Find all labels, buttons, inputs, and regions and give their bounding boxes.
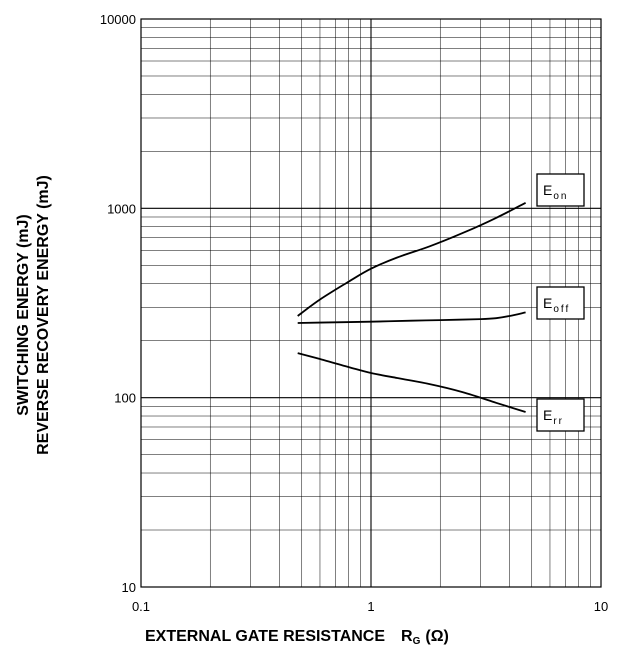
x-axis-subscript: G (413, 636, 421, 647)
y-tick-label: 10000 (100, 12, 136, 27)
series-label-e-rr: Err (536, 398, 585, 432)
series-line-e-on (297, 201, 527, 317)
plot-frame (140, 18, 602, 588)
grid (141, 19, 601, 587)
series-line-e-off (297, 311, 526, 324)
x-tick-label: 1 (367, 599, 374, 614)
label-text: Err (543, 407, 564, 427)
label-sub: rr (553, 416, 564, 427)
label-text: Eoff (543, 295, 570, 315)
y-axis-title-line-1: SWITCHING ENERGY (mJ) (15, 214, 32, 416)
label-box (536, 398, 585, 432)
y-tick-label: 100 (114, 391, 136, 406)
series-lines (297, 201, 527, 413)
y-axis-title-line-2: REVERSE RECOVERY ENERGY (mJ) (35, 175, 52, 455)
y-tick-label: 1000 (107, 201, 136, 216)
y-tick-labels: 10 100 1000 10000 (100, 12, 136, 595)
label-main: E (543, 295, 552, 311)
x-tick-label: 10 (594, 599, 608, 614)
label-text: Eon (543, 182, 568, 202)
series-line-e-rr (297, 352, 526, 413)
label-main: E (543, 182, 552, 198)
series-label-e-on: Eon (536, 173, 585, 207)
x-tick-labels: 0.1 1 10 (132, 599, 608, 614)
x-axis-label: EXTERNAL GATE RESISTANCE (145, 628, 385, 645)
label-sub: off (553, 304, 570, 315)
label-sub: on (553, 191, 568, 202)
x-tick-label: 0.1 (132, 599, 150, 614)
label-main: E (543, 407, 552, 423)
x-axis-unit: (Ω) (425, 628, 448, 645)
x-axis-title: EXTERNAL GATE RESISTANCE RG (Ω) (145, 628, 449, 647)
label-box (536, 173, 585, 207)
series-label-e-off: Eoff (536, 286, 585, 320)
x-axis-symbol: R (401, 628, 413, 645)
y-axis-title: SWITCHING ENERGY (mJ) REVERSE RECOVERY E… (15, 175, 52, 455)
label-box (536, 286, 585, 320)
y-tick-label: 10 (122, 580, 136, 595)
